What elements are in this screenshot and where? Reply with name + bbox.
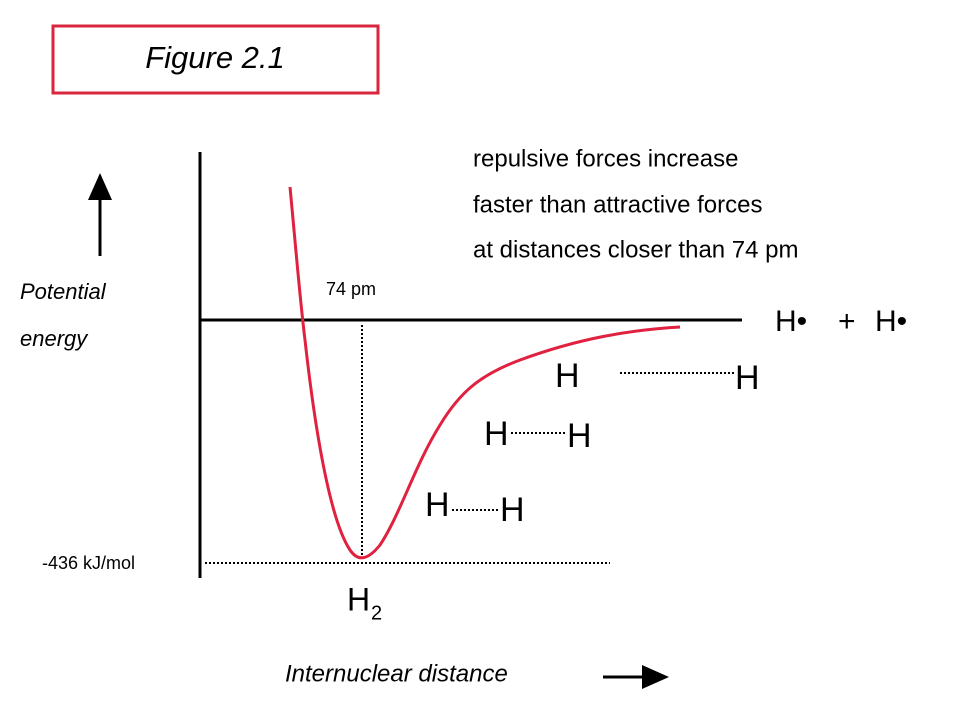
- note-line: repulsive forces increase: [473, 145, 738, 172]
- potential-curve: [288, 186, 681, 560]
- atom-label: H: [484, 415, 509, 453]
- plus-sign: +: [838, 305, 856, 338]
- energy-label: -436 kJ/mol: [42, 553, 135, 573]
- x-axis-label: Internuclear distance: [285, 660, 508, 687]
- note-line: faster than attractive forces: [473, 191, 762, 218]
- figure-title: Figure 2.1: [145, 40, 285, 75]
- molecule-symbol: H: [347, 581, 370, 617]
- atom-label: H: [555, 357, 580, 395]
- atom-label: H: [567, 417, 592, 455]
- molecule-subscript: 2: [371, 602, 382, 624]
- y-axis-label: Potential: [20, 279, 107, 304]
- atom-label: H: [735, 359, 760, 397]
- y-axis-label: energy: [20, 326, 89, 351]
- distance-label: 74 pm: [326, 279, 376, 299]
- note-line: at distances closer than 74 pm: [473, 236, 799, 263]
- title-box: [51, 24, 380, 95]
- atom-label: H•: [875, 305, 907, 338]
- atom-label: H: [500, 491, 525, 529]
- atom-label: H•: [775, 305, 807, 338]
- atom-label: H: [425, 486, 450, 524]
